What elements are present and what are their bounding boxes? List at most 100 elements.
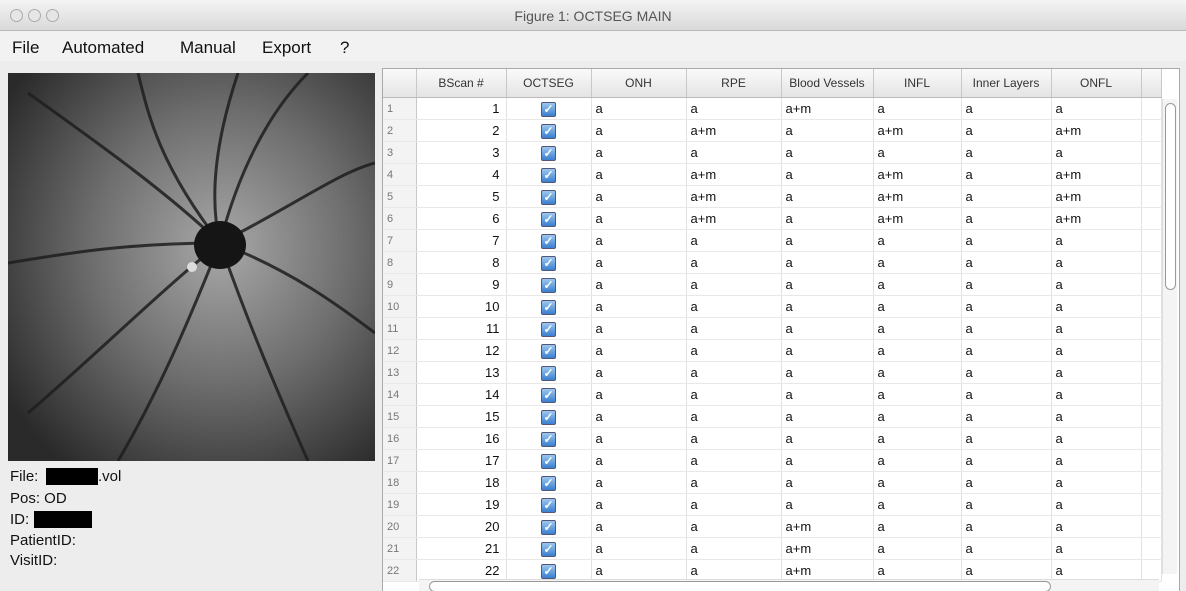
segmentation-cell[interactable]: a [1051, 361, 1142, 384]
table-row[interactable]: 11 11 ✓ a a a a a a [383, 317, 1162, 340]
table-row[interactable]: 4 4 ✓ a a+m a a+m a a+m [383, 163, 1162, 186]
checkbox[interactable]: ✓ [541, 343, 556, 359]
segmentation-cell[interactable]: a+m [781, 97, 874, 120]
table-row[interactable]: 2 2 ✓ a a+m a a+m a a+m [383, 119, 1162, 142]
column-header[interactable]: Blood Vessels [781, 69, 874, 98]
segmentation-cell[interactable]: a [781, 405, 874, 428]
segmentation-cell[interactable]: a [686, 537, 782, 560]
segmentation-cell[interactable]: a [591, 427, 687, 450]
segmentation-cell[interactable]: a [686, 317, 782, 340]
segmentation-cell[interactable]: a [961, 273, 1052, 296]
table-row[interactable]: 14 14 ✓ a a a a a a [383, 383, 1162, 406]
segmentation-cell[interactable]: a [781, 251, 874, 274]
segmentation-cell[interactable]: a [873, 141, 962, 164]
segmentation-cell[interactable]: a [1051, 317, 1142, 340]
segmentation-cell[interactable]: a [686, 229, 782, 252]
segmentation-cell[interactable]: a [1051, 383, 1142, 406]
segmentation-cell[interactable]: a [591, 515, 687, 538]
segmentation-cell[interactable]: a [591, 317, 687, 340]
column-header[interactable]: OCTSEG [506, 69, 592, 98]
segmentation-cell[interactable]: a+m [873, 185, 962, 208]
scroll-thumb[interactable] [429, 581, 1051, 591]
checkbox[interactable]: ✓ [541, 211, 556, 227]
segmentation-cell[interactable]: a [1051, 537, 1142, 560]
segmentation-cell[interactable]: a [873, 471, 962, 494]
segmentation-cell[interactable]: a+m [873, 119, 962, 142]
checkbox[interactable]: ✓ [541, 365, 556, 381]
segmentation-cell[interactable]: a [781, 185, 874, 208]
checkbox[interactable]: ✓ [541, 519, 556, 535]
segmentation-cell[interactable]: a [1051, 471, 1142, 494]
segmentation-cell[interactable]: a+m [873, 207, 962, 230]
segmentation-cell[interactable]: a [873, 339, 962, 362]
checkbox[interactable]: ✓ [541, 189, 556, 205]
segmentation-cell[interactable]: a [961, 163, 1052, 186]
segmentation-cell[interactable]: a [591, 405, 687, 428]
checkbox[interactable]: ✓ [541, 101, 556, 117]
checkbox[interactable]: ✓ [541, 321, 556, 337]
segmentation-cell[interactable]: a [1051, 405, 1142, 428]
segmentation-cell[interactable]: a+m [781, 537, 874, 560]
segmentation-cell[interactable]: a [873, 97, 962, 120]
segmentation-cell[interactable]: a [781, 229, 874, 252]
segmentation-cell[interactable]: a [1051, 427, 1142, 450]
segmentation-cell[interactable]: a [781, 273, 874, 296]
table-row[interactable]: 8 8 ✓ a a a a a a [383, 251, 1162, 274]
segmentation-cell[interactable]: a [1051, 339, 1142, 362]
segmentation-cell[interactable]: a+m [686, 163, 782, 186]
segmentation-cell[interactable]: a [591, 383, 687, 406]
segmentation-cell[interactable]: a [591, 339, 687, 362]
column-header[interactable]: Inner Layers [961, 69, 1052, 98]
menu-item[interactable]: ? [340, 38, 350, 57]
table-row[interactable]: 20 20 ✓ a a a+m a a a [383, 515, 1162, 538]
segmentation-cell[interactable]: a [961, 383, 1052, 406]
segmentation-cell[interactable]: a [591, 493, 687, 516]
segmentation-cell[interactable]: a [686, 361, 782, 384]
segmentation-cell[interactable]: a [961, 361, 1052, 384]
checkbox[interactable]: ✓ [541, 453, 556, 469]
segmentation-cell[interactable]: a [1051, 251, 1142, 274]
segmentation-cell[interactable]: a [873, 493, 962, 516]
menu-item[interactable]: Manual [180, 38, 236, 57]
table-row[interactable]: 17 17 ✓ a a a a a a [383, 449, 1162, 472]
table-row[interactable]: 18 18 ✓ a a a a a a [383, 471, 1162, 494]
segmentation-cell[interactable]: a+m [1051, 207, 1142, 230]
segmentation-cell[interactable]: a [1051, 229, 1142, 252]
segmentation-cell[interactable]: a [1051, 493, 1142, 516]
segmentation-cell[interactable]: a [591, 141, 687, 164]
segmentation-cell[interactable]: a [961, 229, 1052, 252]
segmentation-cell[interactable]: a [686, 405, 782, 428]
segmentation-cell[interactable]: a [961, 537, 1052, 560]
segmentation-cell[interactable]: a [961, 449, 1052, 472]
segmentation-cell[interactable]: a+m [686, 119, 782, 142]
table-row[interactable]: 9 9 ✓ a a a a a a [383, 273, 1162, 296]
segmentation-cell[interactable]: a [781, 493, 874, 516]
segmentation-cell[interactable]: a [873, 273, 962, 296]
checkbox[interactable]: ✓ [541, 563, 556, 579]
checkbox[interactable]: ✓ [541, 233, 556, 249]
table-row[interactable]: 19 19 ✓ a a a a a a [383, 493, 1162, 516]
segmentation-cell[interactable]: a [873, 383, 962, 406]
segmentation-cell[interactable]: a [873, 229, 962, 252]
column-header[interactable]: ONFL [1051, 69, 1142, 98]
segmentation-cell[interactable]: a [591, 471, 687, 494]
segmentation-cell[interactable]: a [686, 493, 782, 516]
segmentation-cell[interactable]: a [961, 405, 1052, 428]
segmentation-cell[interactable]: a [686, 383, 782, 406]
checkbox[interactable]: ✓ [541, 145, 556, 161]
segmentation-cell[interactable]: a [781, 207, 874, 230]
segmentation-cell[interactable]: a [961, 317, 1052, 340]
segmentation-cell[interactable]: a [873, 295, 962, 318]
segmentation-cell[interactable]: a [1051, 295, 1142, 318]
column-header[interactable]: RPE [686, 69, 782, 98]
segmentation-cell[interactable]: a [961, 339, 1052, 362]
segmentation-cell[interactable]: a+m [1051, 119, 1142, 142]
vertical-scrollbar[interactable] [1162, 99, 1177, 574]
close-button[interactable] [10, 9, 23, 22]
segmentation-cell[interactable]: a [781, 471, 874, 494]
minimize-button[interactable] [28, 9, 41, 22]
checkbox[interactable]: ✓ [541, 167, 556, 183]
segmentation-cell[interactable]: a+m [873, 163, 962, 186]
table-row[interactable]: 15 15 ✓ a a a a a a [383, 405, 1162, 428]
segmentation-cell[interactable]: a+m [686, 207, 782, 230]
